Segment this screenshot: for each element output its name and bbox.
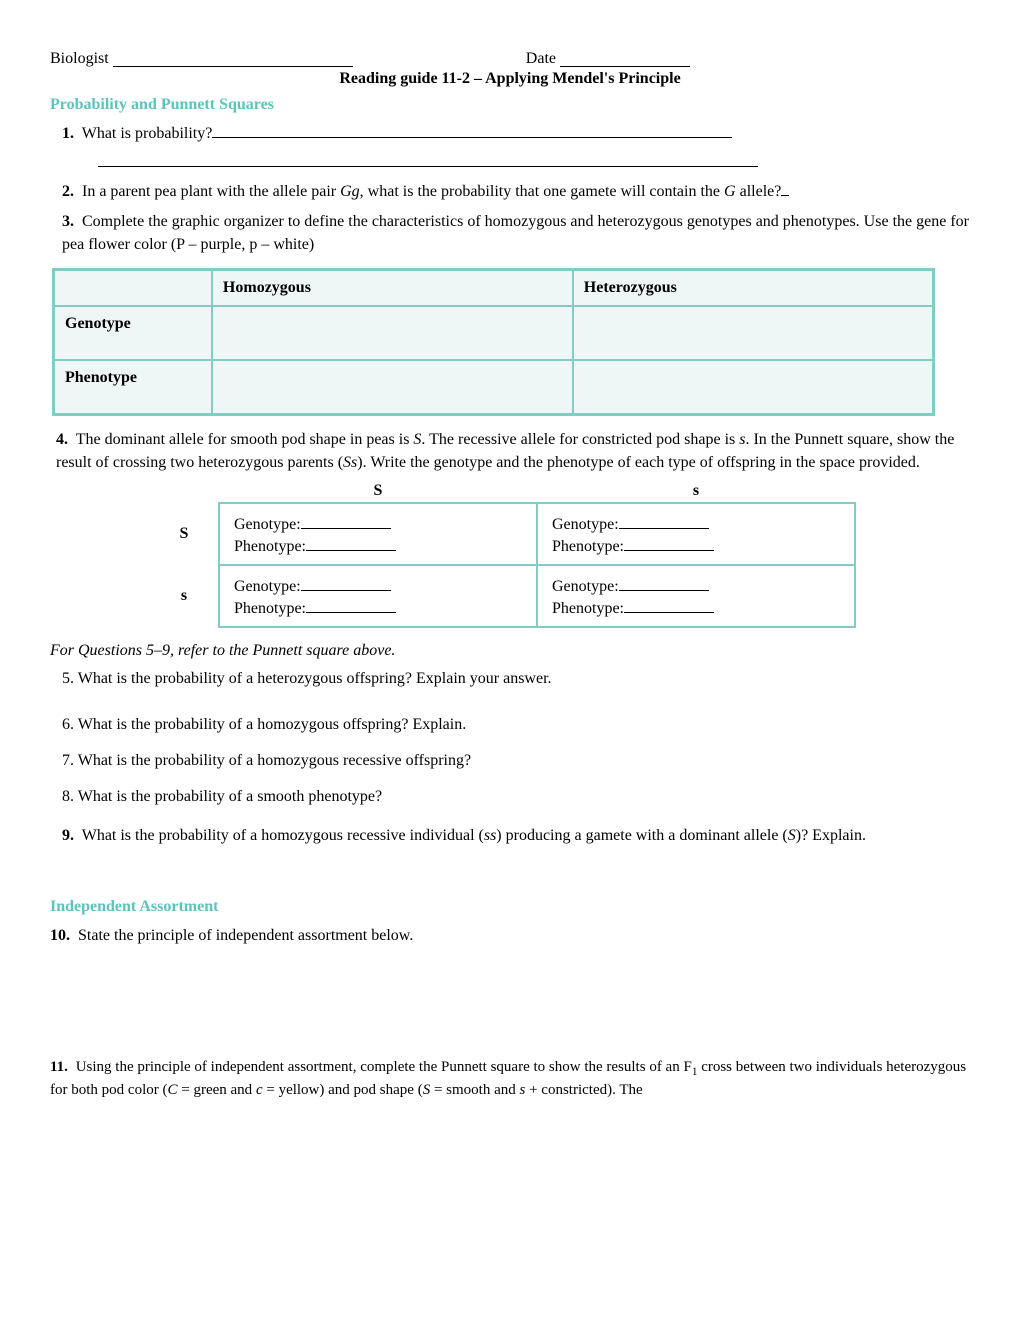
pheno-blank[interactable] — [624, 534, 714, 551]
punnett-top-S: S — [219, 480, 537, 503]
q2-num: 2. — [62, 183, 74, 200]
pheno-blank[interactable] — [306, 596, 396, 613]
geno-blank[interactable] — [301, 574, 391, 591]
biologist-label: Biologist — [50, 50, 109, 68]
pheno-label: Phenotype: — [552, 600, 624, 617]
q4-Ss: Ss — [343, 454, 357, 471]
punnett-side-s: s — [150, 565, 219, 627]
table1-cell-hetero-geno[interactable] — [573, 306, 934, 360]
geno-blank[interactable] — [619, 512, 709, 529]
q2-post: allele? — [736, 183, 782, 200]
q3-text: Complete the graphic organizer to define… — [62, 213, 969, 253]
q1-text: What is probability? — [78, 125, 212, 142]
q1-num: 1. — [62, 125, 74, 142]
question-6: 6. What is the probability of a homozygo… — [62, 716, 970, 734]
question-4: 4. The dominant allele for smooth pod sh… — [56, 428, 970, 474]
header-row: Biologist Date — [50, 50, 970, 68]
q9-mid: ) producing a gamete with a dominant all… — [496, 827, 787, 844]
punnett-top-s: s — [537, 480, 855, 503]
q11-pre: Using the principle of independent assor… — [72, 1059, 692, 1075]
question-1: 1. What is probability? — [62, 122, 970, 174]
q9-num: 9. — [62, 827, 74, 844]
geno-blank[interactable] — [619, 574, 709, 591]
table1-col-homozygous: Homozygous — [212, 269, 573, 306]
punnett-corner — [150, 480, 219, 503]
q11-eq1: = green and — [178, 1082, 256, 1098]
date-label: Date — [526, 50, 556, 68]
q9-post: )? Explain. — [796, 827, 866, 844]
pheno-label: Phenotype: — [552, 538, 624, 555]
table1-row-genotype: Genotype — [54, 306, 212, 360]
punnett-cell-SS[interactable]: Genotype: Phenotype: — [219, 503, 537, 565]
q8-num: 8. — [62, 788, 74, 805]
punnett-square: S s S Genotype: Phenotype: Genotype: Phe… — [150, 480, 856, 628]
q3-num: 3. — [62, 213, 74, 230]
q2-mid: , what is the probability that one gamet… — [360, 183, 724, 200]
genotype-phenotype-table: Homozygous Heterozygous Genotype Phenoty… — [52, 268, 935, 416]
q5-text: What is the probability of a heterozygou… — [74, 670, 552, 687]
q9-S: S — [788, 827, 796, 844]
question-10: 10. State the principle of independent a… — [50, 924, 970, 947]
pheno-blank[interactable] — [306, 534, 396, 551]
q11-C: C — [167, 1082, 177, 1098]
table1-cell-homo-geno[interactable] — [212, 306, 573, 360]
table1-row-phenotype: Phenotype — [54, 360, 212, 415]
q11-eq4: + constricted). The — [525, 1082, 642, 1098]
question-2: 2. In a parent pea plant with the allele… — [62, 180, 970, 203]
section-heading-independent: Independent Assortment — [50, 898, 970, 916]
table1-col-heterozygous: Heterozygous — [573, 269, 934, 306]
q1-blank-1[interactable] — [212, 137, 732, 138]
q11-c: c — [256, 1082, 263, 1098]
biologist-blank[interactable] — [113, 50, 353, 67]
geno-label: Genotype: — [234, 516, 301, 533]
q11-eq2: = yellow) and pod shape ( — [263, 1082, 423, 1098]
q2-pre: In a parent pea plant with the allele pa… — [78, 183, 340, 200]
question-9: 9. What is the probability of a homozygo… — [62, 824, 970, 847]
q1-blank-2[interactable] — [98, 166, 758, 167]
geno-label: Genotype: — [234, 578, 301, 595]
pheno-label: Phenotype: — [234, 600, 306, 617]
q2-blank[interactable] — [781, 195, 789, 196]
pheno-blank[interactable] — [624, 596, 714, 613]
punnett-side-S: S — [150, 503, 219, 565]
punnett-cell-sS[interactable]: Genotype: Phenotype: — [219, 565, 537, 627]
q11-num: 11. — [50, 1059, 68, 1075]
table1-cell-hetero-pheno[interactable] — [573, 360, 934, 415]
geno-blank[interactable] — [301, 512, 391, 529]
question-3: 3. Complete the graphic organizer to def… — [62, 210, 970, 256]
question-8: 8. What is the probability of a smooth p… — [62, 788, 970, 806]
question-5: 5. What is the probability of a heterozy… — [62, 670, 970, 688]
q11-eq3: = smooth and — [430, 1082, 519, 1098]
q4-mid1: . The recessive allele for constricted p… — [421, 431, 739, 448]
punnett-cell-ss[interactable]: Genotype: Phenotype: — [537, 565, 855, 627]
punnett-cell-Ss[interactable]: Genotype: Phenotype: — [537, 503, 855, 565]
question-11: 11. Using the principle of independent a… — [50, 1057, 970, 1102]
q4-post: ). Write the genotype and the phenotype … — [357, 454, 920, 471]
q4-pre: The dominant allele for smooth pod shape… — [72, 431, 413, 448]
q10-text: State the principle of independent assor… — [74, 927, 413, 944]
q4-num: 4. — [56, 431, 68, 448]
section-heading-probability: Probability and Punnett Squares — [50, 96, 970, 114]
pheno-label: Phenotype: — [234, 538, 306, 555]
q7-text: What is the probability of a homozygous … — [74, 752, 471, 769]
question-7: 7. What is the probability of a homozygo… — [62, 752, 970, 770]
q2-allele-g: G — [724, 183, 736, 200]
q2-allele-gg: Gg — [340, 183, 360, 200]
q9-pre: What is the probability of a homozygous … — [78, 827, 484, 844]
q6-num: 6. — [62, 716, 74, 733]
table1-cell-homo-pheno[interactable] — [212, 360, 573, 415]
q10-num: 10. — [50, 927, 70, 944]
table1-empty-header — [54, 269, 212, 306]
geno-label: Genotype: — [552, 516, 619, 533]
date-blank[interactable] — [560, 50, 690, 67]
q8-text: What is the probability of a smooth phen… — [74, 788, 382, 805]
page-title: Reading guide 11-2 – Applying Mendel's P… — [50, 70, 970, 88]
reference-line: For Questions 5–9, refer to the Punnett … — [50, 642, 970, 660]
q7-num: 7. — [62, 752, 74, 769]
q9-ss: ss — [484, 827, 496, 844]
q6-text: What is the probability of a homozygous … — [74, 716, 466, 733]
q5-num: 5. — [62, 670, 74, 687]
geno-label: Genotype: — [552, 578, 619, 595]
